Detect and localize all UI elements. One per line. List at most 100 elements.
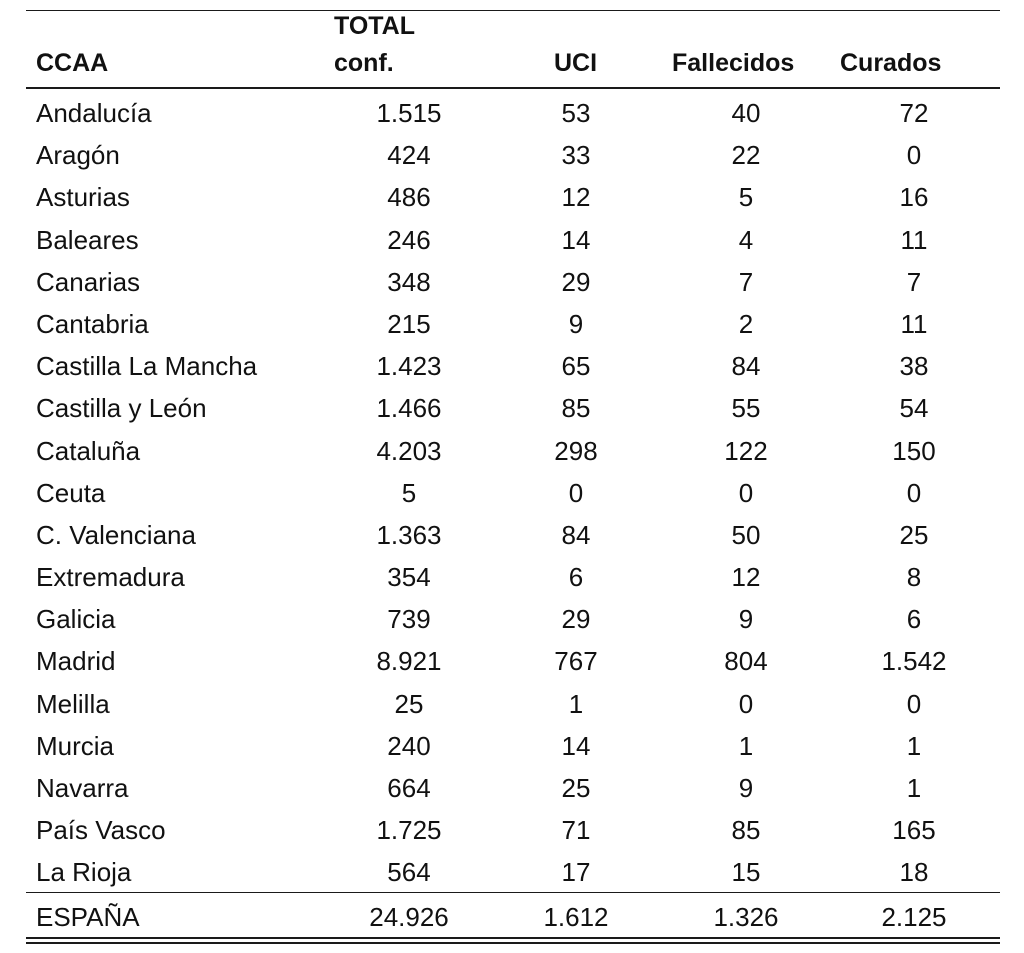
cell-fallecidos: 5	[738, 182, 754, 213]
cell-uci: 33	[561, 140, 591, 171]
header-fallecidos: Fallecidos	[672, 49, 795, 77]
table-row: Asturias 486 12 5 16	[26, 176, 1000, 218]
table-row: Ceuta 5 0 0 0	[26, 472, 1000, 514]
table-row: Melilla 25 1 0 0	[26, 683, 1000, 725]
cell-ccaa: Ceuta	[36, 477, 106, 508]
cell-total-conf: 486	[387, 182, 431, 213]
cell-curados: 18	[899, 857, 929, 888]
cell-uci: 1	[568, 688, 584, 719]
cell-total-conf: 215	[387, 308, 431, 339]
table-row: Castilla y León 1.466 85 55 54	[26, 387, 1000, 429]
cell-total-conf: 1.363	[376, 519, 442, 550]
cell-curados: 6	[906, 604, 922, 635]
cell-fallecidos: 804	[724, 646, 768, 677]
cell-fallecidos: 12	[731, 562, 761, 593]
cell-uci: 9	[568, 308, 584, 339]
cell-ccaa: La Rioja	[36, 857, 132, 888]
cell-ccaa: País Vasco	[36, 815, 166, 846]
cell-fallecidos: 0	[738, 688, 754, 719]
table-row: Galicia 739 29 9 6	[26, 598, 1000, 640]
total-ccaa: ESPAÑA	[36, 902, 140, 932]
cell-uci: 65	[561, 351, 591, 382]
cell-ccaa: Cataluña	[36, 435, 141, 466]
cell-total-conf: 240	[387, 730, 431, 761]
cell-curados: 7	[906, 266, 922, 297]
cell-total-conf: 424	[387, 140, 431, 171]
cell-total-conf: 4.203	[376, 435, 442, 466]
cell-curados: 165	[892, 815, 936, 846]
table-row: Madrid 8.921 767 804 1.542	[26, 640, 1000, 682]
cell-uci: 85	[561, 393, 591, 424]
cell-uci: 14	[561, 730, 591, 761]
cell-fallecidos: 22	[731, 140, 761, 171]
header-curados: Curados	[840, 49, 942, 77]
cell-uci: 25	[561, 773, 591, 803]
table-row: Cataluña 4.203 298 122 150	[26, 430, 1000, 472]
cell-fallecidos: 84	[731, 351, 761, 382]
cell-curados: 1	[906, 773, 922, 803]
cell-uci: 84	[561, 519, 591, 550]
cell-fallecidos: 55	[731, 393, 761, 424]
cell-total-conf: 1.466	[376, 393, 442, 424]
cell-ccaa: C. Valenciana	[36, 519, 196, 550]
cell-curados: 150	[892, 435, 936, 466]
cell-uci: 12	[561, 182, 591, 213]
cell-fallecidos: 50	[731, 519, 761, 550]
cell-fallecidos: 0	[738, 477, 754, 508]
cell-curados: 0	[906, 140, 922, 171]
cell-total-conf: 348	[387, 266, 431, 297]
cell-uci: 17	[561, 857, 591, 888]
table-row: Baleares 246 14 4 11	[26, 219, 1000, 261]
table-row: La Rioja 564 17 15 18	[26, 851, 1000, 893]
cell-fallecidos: 15	[731, 857, 761, 888]
cell-ccaa: Cantabria	[36, 308, 149, 339]
header-total-line1: TOTAL	[334, 12, 416, 40]
cell-ccaa: Castilla y León	[36, 393, 207, 424]
bottom-rule-2	[26, 942, 1000, 944]
cell-curados: 0	[906, 477, 922, 508]
cell-fallecidos: 40	[731, 98, 761, 128]
cell-uci: 6	[568, 562, 584, 593]
cell-uci: 29	[561, 266, 591, 297]
cell-uci: 298	[554, 435, 598, 466]
cell-curados: 8	[906, 562, 922, 593]
cell-ccaa: Melilla	[36, 688, 110, 719]
table-row: País Vasco 1.725 71 85 165	[26, 809, 1000, 851]
table-row: Navarra 664 25 9 1	[26, 767, 1000, 809]
cell-curados: 72	[899, 98, 929, 128]
table-row: Cantabria 215 9 2 11	[26, 303, 1000, 345]
cell-total-conf: 1.725	[376, 815, 442, 846]
table-header: CCAA TOTAL conf. UCI Fallecidos Curados	[26, 12, 1000, 86]
cell-total-conf: 1.515	[376, 98, 442, 128]
cell-curados: 16	[899, 182, 929, 213]
total-fallecidos: 1.326	[713, 902, 779, 932]
cell-curados: 25	[899, 519, 929, 550]
cell-curados: 11	[900, 308, 928, 339]
cell-ccaa: Madrid	[36, 646, 116, 677]
cell-ccaa: Aragón	[36, 140, 120, 171]
cell-fallecidos: 85	[731, 815, 761, 846]
cell-curados: 11	[900, 224, 928, 255]
cell-ccaa: Asturias	[36, 182, 130, 213]
cell-total-conf: 354	[387, 562, 431, 593]
cell-uci: 0	[568, 477, 584, 508]
cell-total-conf: 564	[387, 857, 431, 888]
table-row: Extremadura 354 6 12 8	[26, 556, 1000, 598]
bottom-rule-1	[26, 937, 1000, 939]
cell-total-conf: 246	[387, 224, 431, 255]
top-rule	[26, 10, 1000, 11]
cell-ccaa: Castilla La Mancha	[36, 351, 258, 382]
header-uci: UCI	[554, 49, 598, 77]
cell-curados: 54	[899, 393, 929, 424]
cell-fallecidos: 9	[738, 773, 754, 803]
cell-uci: 14	[561, 224, 591, 255]
total-row: ESPAÑA 24.926 1.612 1.326 2.125	[26, 896, 1000, 938]
header-rule	[26, 87, 1000, 89]
table-row: Canarias 348 29 7 7	[26, 261, 1000, 303]
table-row: Murcia 240 14 1 1	[26, 725, 1000, 767]
total-rule	[26, 892, 1000, 893]
cell-total-conf: 664	[387, 773, 431, 803]
cell-ccaa: Extremadura	[36, 562, 185, 593]
table-row: Castilla La Mancha 1.423 65 84 38	[26, 345, 1000, 387]
